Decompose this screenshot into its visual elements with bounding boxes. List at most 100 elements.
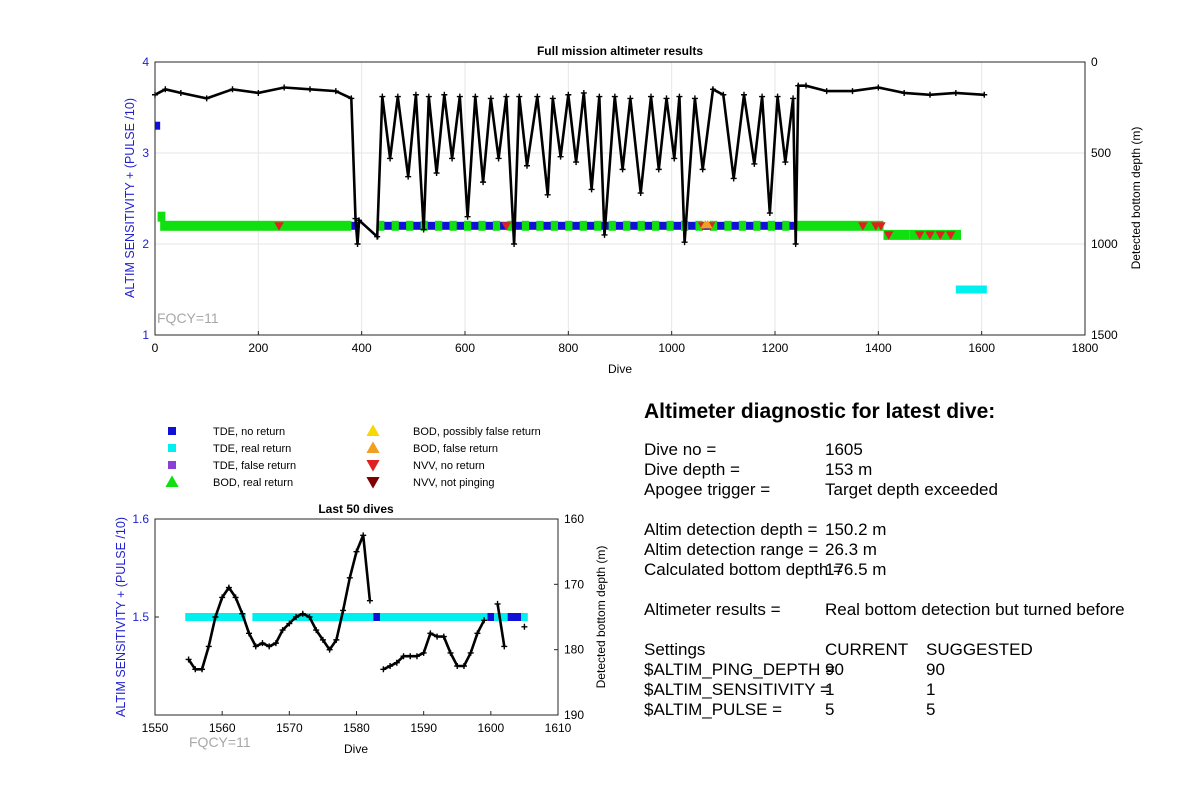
bottom-bottom-depth-point <box>286 620 293 627</box>
top-bottom-depth-point <box>412 91 419 98</box>
top-bottom-depth-point <box>699 166 706 173</box>
top-y-right-axis-label: Detected bottom depth (m) <box>1129 127 1143 270</box>
bottom-bottom-depth-point <box>212 614 219 620</box>
top-settings-markers <box>155 121 987 294</box>
top-bottom-depth-point <box>782 159 789 166</box>
diag-label: Dive no = <box>644 440 717 459</box>
bottom-bottom-depth-point <box>205 643 212 650</box>
bottom-bottom-depth-line <box>496 603 506 647</box>
top-bottom-depth-point <box>730 175 737 182</box>
top-y-right-tick-label: 1000 <box>1091 237 1118 251</box>
top-settings-marker <box>521 220 530 231</box>
bottom-bottom-depth-line <box>382 619 486 671</box>
top-bottom-depth-point <box>663 95 670 102</box>
top-bottom-depth-point <box>394 93 401 100</box>
top-settings-marker <box>157 211 166 222</box>
bottom-bottom-depth-point <box>407 653 414 660</box>
legend-label: NVV, no return <box>413 460 485 472</box>
top-bottom-depth-point <box>601 231 608 238</box>
top-x-axis-label: Dive <box>608 362 632 376</box>
top-settings-marker <box>652 220 660 231</box>
top-bottom-depth-point <box>803 82 809 89</box>
top-bottom-depth-point <box>901 89 908 96</box>
top-y-right-tick-label: 0 <box>1091 55 1098 69</box>
top-bottom-depth-point <box>495 155 502 162</box>
top-x-tick-label: 200 <box>248 341 268 355</box>
bottom-y-tick-label: 1.6 <box>132 512 149 526</box>
bottom-bottom-depth-point <box>232 594 239 601</box>
top-bottom-depth-point <box>480 179 487 186</box>
bottom-bottom-depth-point <box>454 663 461 669</box>
bottom-bottom-depth-point <box>239 610 246 617</box>
top-fqcy-annotation: FQCY=11 <box>157 310 219 326</box>
bottom-bottom-depth-point <box>319 636 326 643</box>
top-bottom-depth-point <box>356 217 363 224</box>
bottom-x-tick-label: 1610 <box>545 721 572 735</box>
full-mission-chart: 0 200 400 600 800 1000 1200 1400 1600 1800 1 2 3 4 0 50… <box>123 44 1143 376</box>
top-settings-marker <box>709 220 718 231</box>
diag-label: Apogee trigger = <box>644 480 771 499</box>
bottom-bottom-depth-point <box>333 636 340 643</box>
bottom-bottom-depth-point <box>185 656 192 663</box>
top-bottom-depth-point <box>875 84 882 91</box>
top-bottom-depth-point <box>741 91 747 98</box>
settings-header-suggested: SUGGESTED <box>926 640 1033 659</box>
top-settings-marker <box>955 285 987 294</box>
top-settings-marker <box>637 220 645 231</box>
top-bottom-depth-point <box>420 226 427 233</box>
bottom-y-right-tick-label: 190 <box>564 708 584 722</box>
diag-row-altimeter-results: Altimeter results = Real bottom detectio… <box>644 600 1184 620</box>
top-settings-marker <box>391 220 399 231</box>
top-x-tick-label: 400 <box>352 341 372 355</box>
top-bottom-depth-point <box>671 155 678 162</box>
top-bottom-depth-point <box>790 95 797 102</box>
top-x-tick-label: 800 <box>558 341 578 355</box>
top-settings-marker <box>666 220 674 231</box>
bottom-bottom-depth-point <box>366 597 373 604</box>
top-bottom-depth-point <box>379 93 386 100</box>
legend-marker <box>366 460 380 472</box>
top-settings-marker <box>909 229 961 240</box>
top-bottom-depth-point <box>596 93 603 100</box>
top-bottom-depth-point <box>849 88 856 95</box>
top-settings-marker <box>594 220 602 231</box>
top-bottom-depth-point <box>441 91 448 98</box>
settings-current: 1 <box>825 680 835 699</box>
bottom-bottom-depth-point <box>393 659 400 666</box>
top-bottom-depth-point <box>774 93 781 100</box>
top-nvv-no-return-marker <box>876 222 886 231</box>
top-bottom-depth-line <box>154 84 985 245</box>
bottom-bottom-depth-point <box>434 633 441 640</box>
top-x-tick-label: 600 <box>455 341 475 355</box>
top-settings-marker <box>738 220 747 231</box>
top-bottom-depth-point <box>795 82 802 89</box>
diag-value: 1605 <box>825 440 863 459</box>
top-settings-marker <box>623 220 631 231</box>
top-bod-false-return-marker <box>703 220 713 229</box>
legend-label: TDE, no return <box>213 426 285 438</box>
diag-row-dive-no: Dive no = 1605 <box>644 440 1184 460</box>
legend-marker <box>366 477 380 489</box>
bottom-axis-ticks: 1550 1560 1570 1580 1590 1600 1610 1.5 1.6 160 170… <box>132 512 584 735</box>
bottom-y-tick-label: 1.5 <box>132 610 149 624</box>
bottom-bottom-depth-point <box>293 614 300 620</box>
bottom-bottom-depth-series <box>185 532 528 673</box>
top-bottom-depth-point <box>580 89 587 96</box>
bottom-bottom-depth-point <box>440 633 447 640</box>
top-y-right-tick-label: 1500 <box>1091 328 1118 342</box>
bottom-bottom-depth-point <box>501 643 508 650</box>
bottom-x-tick-label: 1570 <box>276 721 303 735</box>
bottom-y-axis-label: ALTIM SENSITIVITY + (PULSE /10) <box>114 517 128 717</box>
top-bottom-depth-point <box>449 155 456 162</box>
top-bottom-depth-point <box>611 93 618 100</box>
bottom-x-tick-label: 1590 <box>410 721 437 735</box>
bottom-y-right-tick-label: 160 <box>564 512 584 526</box>
settings-suggested: 1 <box>926 680 936 699</box>
bottom-bottom-depth-point <box>199 666 206 673</box>
bottom-bottom-depth-point <box>474 630 481 637</box>
bottom-settings-marker <box>507 613 522 621</box>
top-axis-ticks: 0 200 400 600 800 1000 1200 1400 1600 1800 1 2 3 4 0 50… <box>142 55 1118 355</box>
top-bottom-depth-point <box>307 86 313 93</box>
top-bottom-depth-point <box>177 89 184 96</box>
